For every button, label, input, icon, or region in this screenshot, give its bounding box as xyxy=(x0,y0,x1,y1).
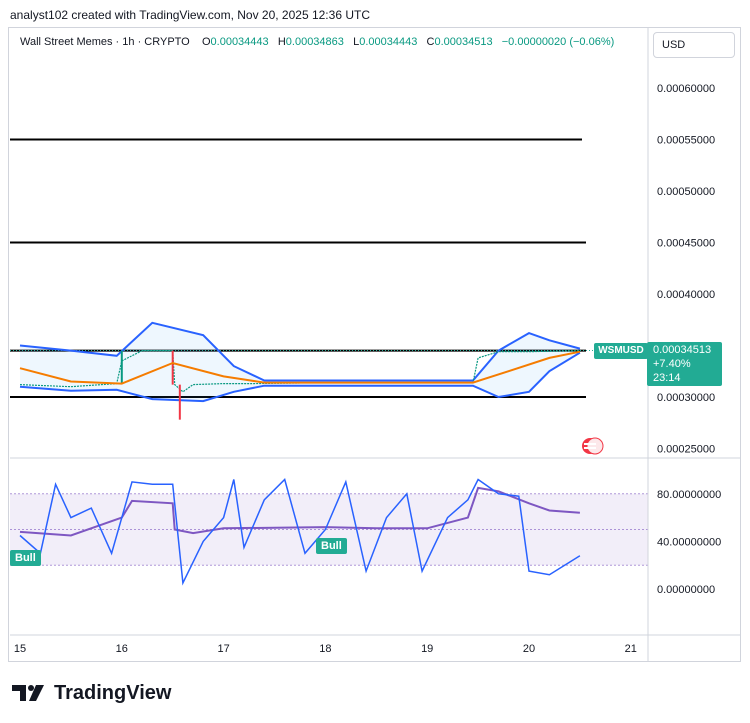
price-change: +7.40% xyxy=(653,358,691,370)
last-price-tag: 0.00034513 +7.40% 23:14 xyxy=(647,342,722,386)
legend-low: 0.00034443 xyxy=(359,36,418,48)
legend-change: −0.00000020 (−0.06%) xyxy=(501,36,615,48)
oscillator-band xyxy=(10,493,648,566)
logo-text: TradingView xyxy=(54,681,172,704)
legend-symbol: Wall Street Memes · 1h · CRYPTO xyxy=(20,36,190,48)
ticker-tag: WSMUSD xyxy=(594,343,648,359)
legend-open: 0.00034443 xyxy=(210,36,269,48)
bollinger-upper-line xyxy=(19,321,581,382)
bull-label: Bull xyxy=(316,538,347,554)
time-axis-tick-label: 17 xyxy=(217,643,229,655)
price-axis-tick-label: 0.00045000 xyxy=(657,238,715,250)
legend-low-label: L xyxy=(353,36,360,48)
bar-countdown: 23:14 xyxy=(653,372,681,384)
legend-high-label: H xyxy=(277,36,286,48)
currency-selector[interactable]: USD xyxy=(653,32,735,58)
price-series-line xyxy=(19,350,580,393)
price-axis-tick-label: 0.00060000 xyxy=(657,83,715,95)
flag-icon xyxy=(582,437,604,455)
time-axis-tick-label: 21 xyxy=(625,643,637,655)
oscillator-axis-tick-label: 0.00000000 xyxy=(657,584,715,596)
attribution-header: analyst102 created with TradingView.com,… xyxy=(10,8,370,22)
oscillator-axis-tick-label: 40.00000000 xyxy=(657,536,721,548)
chart-frame xyxy=(8,27,741,662)
stochastic-line xyxy=(19,478,581,586)
oscillator-pane xyxy=(10,478,648,586)
bollinger-band-fill xyxy=(20,322,580,402)
oscillator-axis-tick-label: 80.00000000 xyxy=(657,489,721,501)
price-axis-tick-label: 0.00055000 xyxy=(657,135,715,147)
legend-high: 0.00034863 xyxy=(285,36,344,48)
time-axis-tick-label: 15 xyxy=(14,643,26,655)
price-axis-tick-label: 0.00040000 xyxy=(657,289,715,301)
moving-average-line xyxy=(19,350,581,385)
legend-close-label: C xyxy=(426,36,435,48)
price-axis-tick-label: 0.00050000 xyxy=(657,186,715,198)
tradingview-logo[interactable]: TradingView xyxy=(12,681,171,705)
time-axis-tick-label: 20 xyxy=(523,643,535,655)
tradingview-logo-icon xyxy=(12,685,44,701)
time-axis-tick-label: 19 xyxy=(421,643,433,655)
time-axis-tick-label: 16 xyxy=(116,643,128,655)
legend-close: 0.00034513 xyxy=(434,36,493,48)
bollinger-lower-line xyxy=(19,351,581,403)
bull-label: Bull xyxy=(10,550,41,566)
time-axis-tick-label: 18 xyxy=(319,643,331,655)
price-axis-tick-label: 0.00030000 xyxy=(657,392,715,404)
price-pane xyxy=(10,138,594,420)
last-price: 0.00034513 xyxy=(653,344,712,356)
legend-open-label: O xyxy=(201,36,211,48)
symbol-legend: Wall Street Memes · 1h · CRYPTO O0.00034… xyxy=(20,36,614,48)
price-axis-tick-label: 0.00025000 xyxy=(657,444,715,456)
